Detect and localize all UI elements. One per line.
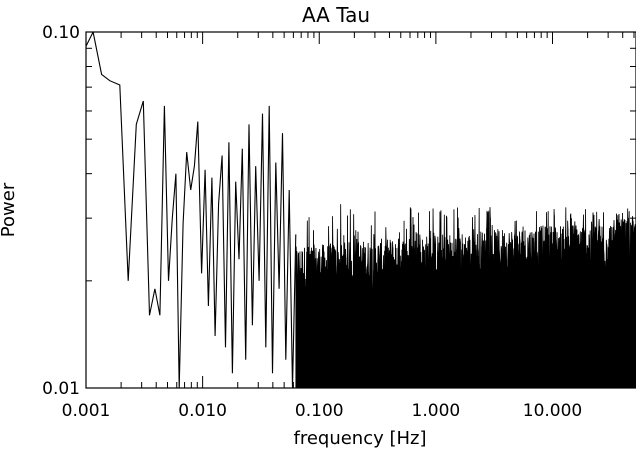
x-axis-label: frequency [Hz] (293, 428, 426, 449)
axes: 0.001 0.010 0.100 1.000 10.000 0.01 0.10 (42, 23, 636, 421)
chart-title: AA Tau (302, 3, 370, 27)
x-tick-label: 0.010 (178, 401, 227, 421)
noise-band-envelope (295, 204, 636, 295)
y-tick-label: 0.10 (42, 23, 80, 43)
plot-frame (85, 31, 636, 389)
plot-area (86, 32, 636, 388)
series-line-power (86, 32, 297, 388)
noise-band-spikes (295, 204, 636, 388)
y-axis-label: Power (0, 182, 19, 237)
x-tick-label: 10.000 (523, 401, 582, 421)
y-tick-label: 0.01 (42, 379, 80, 399)
x-tick-label: 0.001 (62, 401, 111, 421)
x-tick-label: 0.100 (295, 401, 344, 421)
x-tick-label: 1.000 (412, 401, 461, 421)
